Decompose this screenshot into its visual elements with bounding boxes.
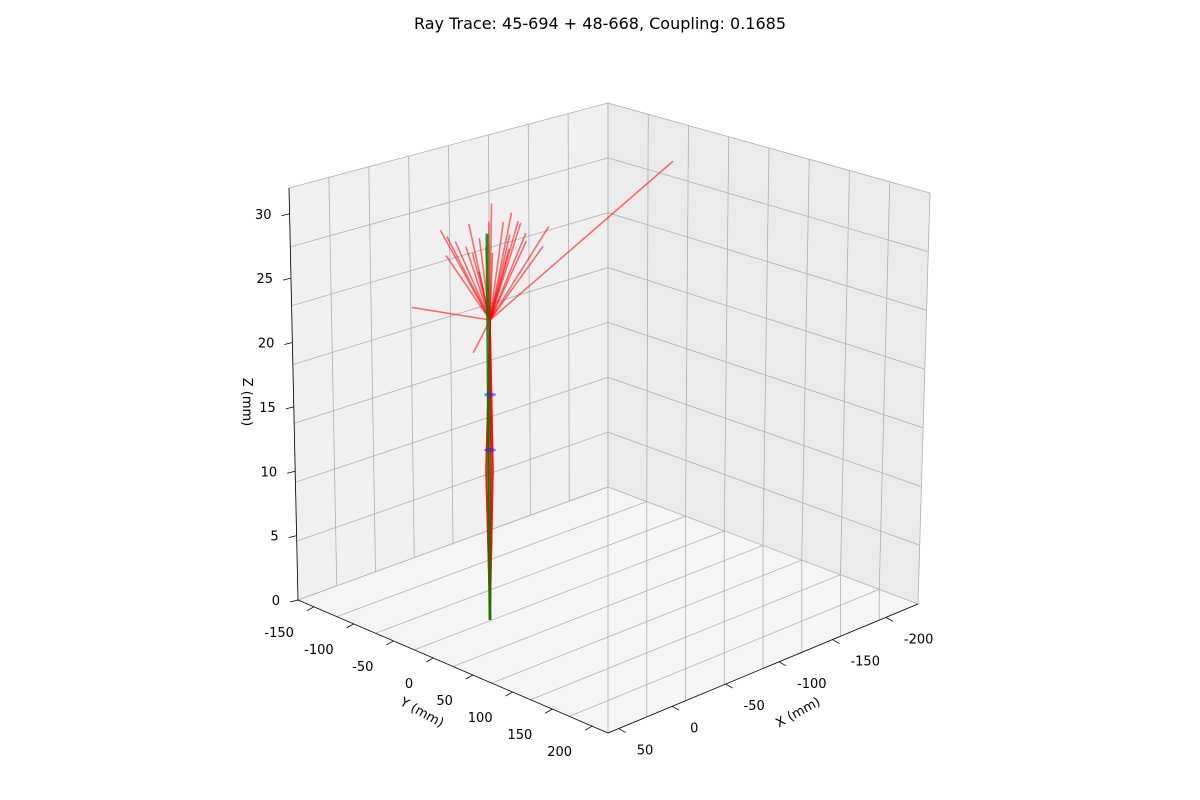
ray-fan bbox=[411, 160, 674, 621]
x-tick-label: 50 bbox=[637, 744, 654, 759]
grid-line-x-back bbox=[762, 147, 770, 546]
grid-line-z bbox=[290, 157, 929, 253]
grid-line-x-back bbox=[917, 192, 931, 605]
grid-line-y-floor bbox=[569, 589, 880, 717]
ray-line bbox=[489, 245, 544, 321]
z-tick bbox=[287, 470, 296, 474]
z-tick bbox=[281, 213, 290, 217]
grid-line-z bbox=[291, 212, 927, 311]
x-tick bbox=[618, 728, 626, 733]
grid-line-y-floor bbox=[375, 515, 686, 634]
ray-line bbox=[489, 212, 513, 321]
y-axis-line bbox=[297, 599, 609, 734]
ray-line bbox=[411, 306, 491, 321]
ray-line bbox=[439, 229, 491, 321]
axis-lines bbox=[288, 187, 919, 734]
chart-title: Ray Trace: 45-694 + 48-668, Coupling: 0.… bbox=[414, 14, 786, 33]
ray-line bbox=[489, 248, 510, 321]
y-tick-label: -50 bbox=[352, 660, 373, 675]
x-tick bbox=[671, 705, 680, 711]
grid-line-z bbox=[296, 431, 920, 546]
tick-marks: 0 5 10 15 20 25 30 -150 -100 -50 0 50 100 150 200 -200 -… bbox=[255, 208, 933, 760]
surface-marker bbox=[484, 448, 496, 453]
grid-line-x-back bbox=[801, 159, 810, 561]
surface-marker bbox=[484, 392, 496, 397]
z-tick bbox=[282, 277, 292, 281]
x-tick bbox=[885, 616, 894, 622]
grid-line-z bbox=[288, 102, 931, 194]
z-tick bbox=[288, 535, 297, 539]
y-tick-label: -150 bbox=[264, 626, 294, 641]
y-tick bbox=[505, 691, 513, 697]
grid-line-x-back bbox=[685, 125, 689, 517]
grid-line-y-floor bbox=[452, 545, 764, 667]
grid-line-z bbox=[292, 267, 925, 370]
ray-line bbox=[489, 221, 505, 321]
x-tick bbox=[778, 661, 787, 667]
x-tick-label: -50 bbox=[744, 699, 765, 714]
ray-line bbox=[465, 246, 491, 321]
z-tick bbox=[285, 406, 294, 410]
grid-line-y-floor bbox=[491, 559, 802, 684]
z-tick-label: 30 bbox=[255, 208, 272, 223]
grid-line-x-back bbox=[723, 136, 730, 531]
z-axis-line bbox=[288, 187, 299, 601]
x-tick bbox=[832, 639, 840, 644]
y-tick bbox=[545, 708, 553, 714]
z-tick-label: 25 bbox=[256, 272, 273, 287]
grid-line-y-floor bbox=[414, 530, 725, 651]
grid-line-y-back bbox=[567, 113, 570, 502]
y-tick bbox=[306, 606, 315, 612]
back-pane-y bbox=[289, 103, 608, 600]
grid-line-x-back bbox=[878, 181, 891, 590]
y-tick-label: 150 bbox=[508, 728, 533, 743]
grid-line-y-back bbox=[328, 177, 338, 586]
ray-line bbox=[445, 255, 491, 321]
x-tick bbox=[725, 683, 733, 689]
z-tick-label: 0 bbox=[272, 594, 280, 609]
ray-line bbox=[488, 305, 491, 321]
grid-line-x-back bbox=[646, 114, 649, 502]
z-tick-label: 5 bbox=[270, 530, 278, 545]
y-tick bbox=[584, 725, 593, 731]
z-tick bbox=[289, 599, 299, 603]
grid-line-y-back bbox=[527, 124, 531, 516]
y-tick bbox=[386, 640, 394, 646]
z-tick bbox=[284, 342, 293, 345]
z-tick-label: 20 bbox=[258, 337, 275, 352]
x-tick-label: -150 bbox=[850, 655, 880, 670]
y-tick bbox=[425, 657, 434, 663]
z-tick-label: 15 bbox=[259, 401, 276, 416]
z-axis-label: Z (mm) bbox=[239, 378, 254, 427]
y-tick-label: 0 bbox=[405, 677, 413, 692]
y-tick-label: 100 bbox=[468, 711, 493, 726]
y-tick-label: -100 bbox=[304, 643, 334, 658]
grid-line-z bbox=[294, 322, 924, 429]
grid-line-y-back bbox=[448, 145, 454, 544]
lens-axis-line bbox=[485, 233, 492, 621]
y-tick bbox=[346, 623, 354, 629]
x-axis-line bbox=[607, 603, 919, 734]
z-tick-label: 10 bbox=[261, 465, 278, 480]
x-axis-label: X (mm) bbox=[773, 695, 823, 732]
grid-line-y-back bbox=[408, 156, 415, 558]
ray-line bbox=[454, 241, 491, 321]
grid-line-x-back bbox=[840, 170, 850, 575]
x-tick-label: 0 bbox=[690, 721, 698, 736]
ray-line bbox=[489, 240, 528, 321]
y-tick-label: 50 bbox=[436, 694, 453, 709]
grid-line-y-floor bbox=[530, 574, 841, 701]
x-tick-label: -200 bbox=[904, 632, 934, 647]
ray-line bbox=[489, 160, 674, 321]
grid-line-y-back bbox=[368, 166, 376, 572]
grid-line-z bbox=[295, 376, 922, 487]
axes-panes bbox=[289, 103, 930, 733]
y-tick-label: 200 bbox=[547, 745, 572, 760]
grid-line-z bbox=[297, 486, 919, 605]
ray-line bbox=[489, 226, 550, 321]
y-tick bbox=[465, 674, 474, 680]
x-tick-label: -100 bbox=[797, 677, 827, 692]
